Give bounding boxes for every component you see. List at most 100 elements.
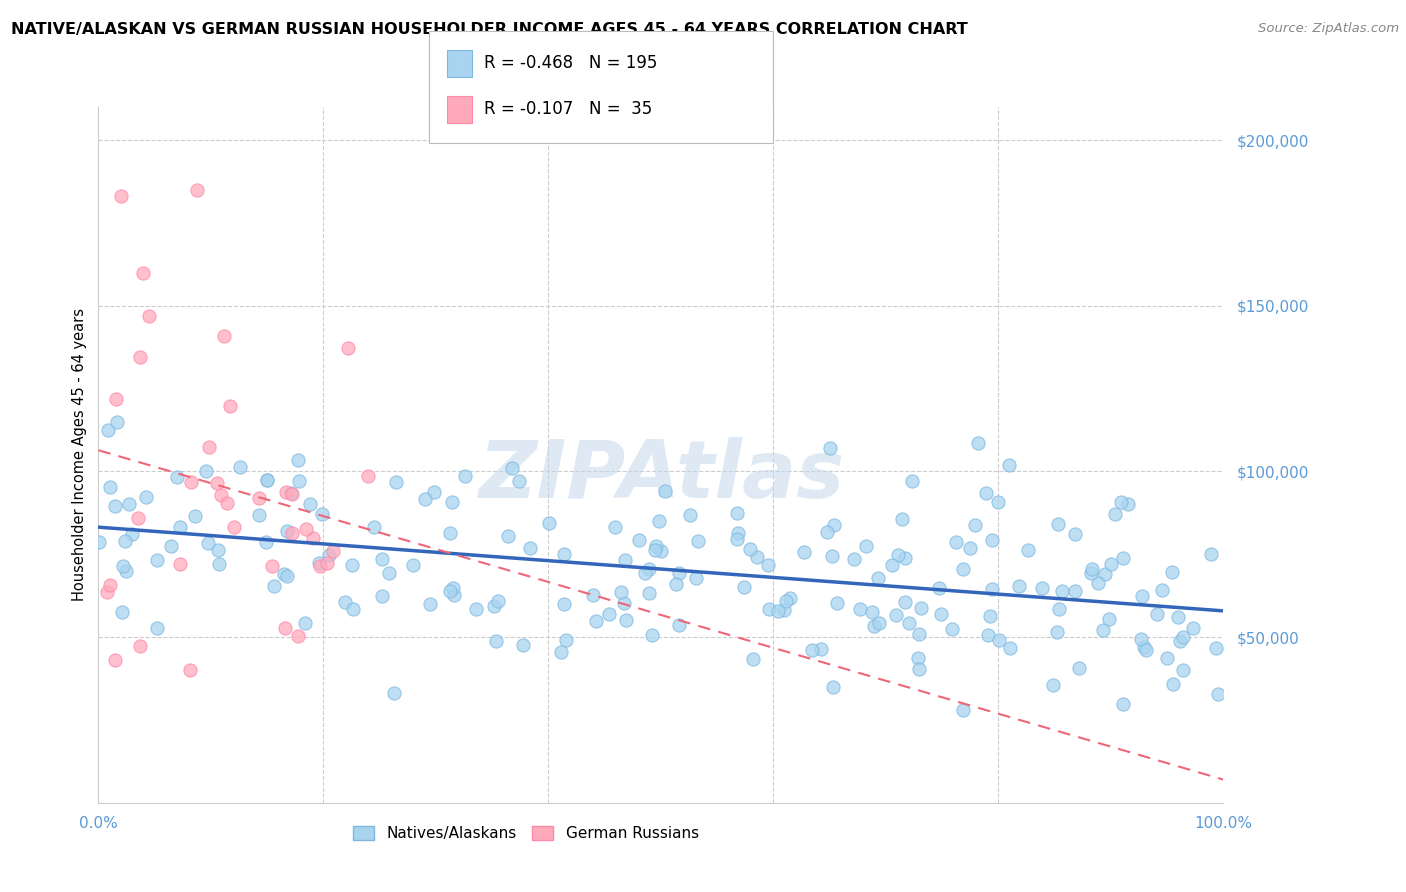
Y-axis label: Householder Income Ages 45 - 64 years: Householder Income Ages 45 - 64 years [72, 309, 87, 601]
Point [966, 436, 988, 450]
Point [1081, 561, 1104, 575]
Point [287, 629, 309, 643]
Point [598, 607, 620, 621]
Point [186, 183, 208, 197]
Point [1031, 582, 1053, 596]
Point [773, 602, 796, 616]
Point [482, 599, 505, 613]
Point [209, 488, 232, 502]
Point [550, 644, 572, 658]
Point [121, 526, 143, 541]
Point [779, 591, 801, 606]
Point [1017, 542, 1039, 557]
Point [825, 596, 848, 610]
Point [208, 558, 231, 572]
Point [685, 571, 707, 585]
Point [1087, 576, 1109, 591]
Point [274, 484, 297, 499]
Point [1205, 641, 1227, 656]
Point [679, 508, 702, 522]
Point [115, 564, 138, 578]
Point [260, 558, 283, 573]
Point [280, 485, 302, 500]
Point [337, 341, 360, 355]
Point [977, 628, 1000, 642]
Point [1146, 607, 1168, 621]
Point [979, 608, 1001, 623]
Point [665, 576, 688, 591]
Point [941, 622, 963, 636]
Point [273, 566, 295, 581]
Point [276, 524, 298, 538]
Point [627, 533, 650, 547]
Point [311, 507, 333, 521]
Point [114, 534, 136, 549]
Point [553, 547, 575, 561]
Point [894, 551, 917, 566]
Point [553, 598, 575, 612]
Point [862, 619, 884, 633]
Point [1182, 621, 1205, 635]
Point [166, 469, 188, 483]
Point [1049, 601, 1071, 615]
Point [965, 518, 987, 533]
Point [287, 474, 309, 488]
Point [129, 350, 152, 364]
Point [821, 549, 844, 563]
Point [423, 485, 446, 500]
Point [1042, 678, 1064, 692]
Point [1046, 625, 1069, 640]
Point [613, 552, 636, 566]
Point [758, 602, 780, 616]
Point [820, 441, 842, 455]
Point [688, 534, 710, 549]
Point [980, 533, 1002, 547]
Point [1112, 550, 1135, 565]
Point [634, 566, 657, 581]
Point [146, 621, 169, 635]
Point [97, 424, 120, 438]
Point [117, 497, 139, 511]
Point [413, 492, 436, 507]
Point [378, 566, 401, 580]
Text: NATIVE/ALASKAN VS GERMAN RUSSIAN HOUSEHOLDER INCOME AGES 45 - 64 YEARS CORRELATI: NATIVE/ALASKAN VS GERMAN RUSSIAN HOUSEHO… [11, 22, 967, 37]
Point [998, 640, 1021, 655]
Point [987, 633, 1010, 648]
Point [745, 549, 768, 564]
Point [1094, 566, 1116, 581]
Point [741, 652, 763, 666]
Point [1047, 517, 1070, 532]
Point [105, 392, 128, 406]
Point [135, 490, 157, 504]
Point [640, 627, 662, 641]
Text: R = -0.107   N =  35: R = -0.107 N = 35 [484, 101, 652, 119]
Point [98, 578, 121, 592]
Point [96, 585, 118, 599]
Point [1050, 584, 1073, 599]
Point [322, 544, 344, 558]
Point [127, 511, 149, 525]
Point [298, 497, 321, 511]
Point [887, 548, 910, 562]
Point [443, 588, 465, 602]
Point [1163, 677, 1185, 691]
Point [218, 399, 240, 413]
Point [815, 524, 838, 539]
Point [501, 461, 523, 475]
Point [910, 601, 932, 615]
Point [644, 543, 666, 558]
Point [371, 589, 394, 603]
Point [316, 557, 339, 571]
Point [1091, 623, 1114, 637]
Point [180, 475, 202, 490]
Point [848, 602, 870, 616]
Legend: Natives/Alaskans, German Russians: Natives/Alaskans, German Russians [347, 820, 704, 847]
Point [214, 328, 236, 343]
Point [929, 607, 952, 621]
Point [880, 558, 903, 572]
Point [169, 519, 191, 533]
Point [1167, 610, 1189, 624]
Point [519, 541, 541, 555]
Point [287, 453, 309, 467]
Point [842, 552, 865, 566]
